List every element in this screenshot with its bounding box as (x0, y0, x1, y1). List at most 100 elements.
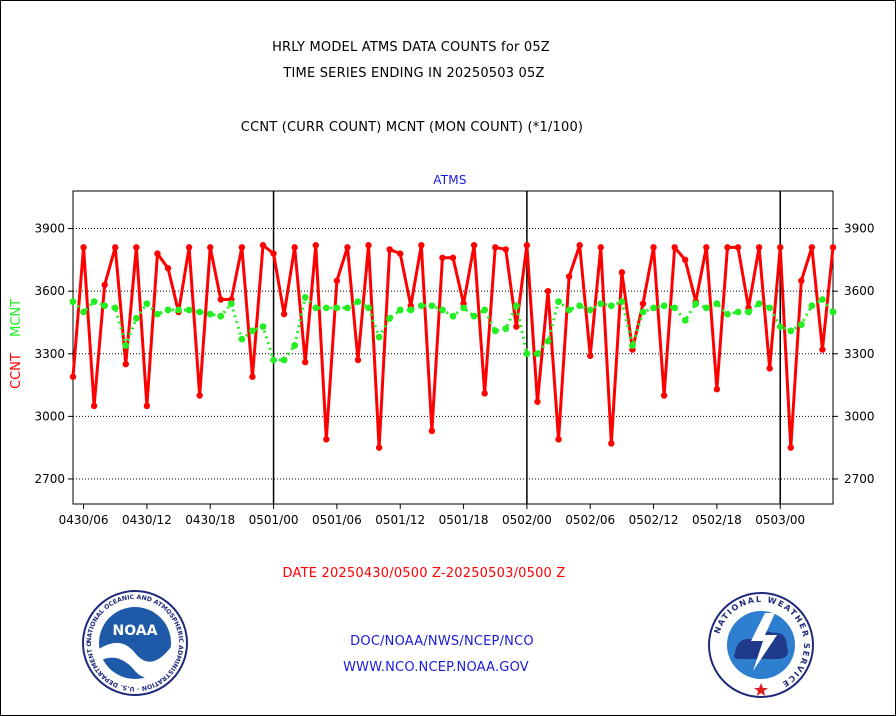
series-point-mcnt (724, 310, 731, 318)
series-point-ccnt (650, 244, 657, 251)
series-point-ccnt (597, 244, 604, 251)
y-tick-label-right-3000: 3000 (844, 409, 875, 423)
series-point-mcnt (449, 312, 457, 320)
series-point-mcnt (164, 306, 172, 314)
series-point-ccnt (829, 244, 837, 251)
series-point-ccnt (196, 392, 203, 399)
series-point-mcnt (523, 350, 531, 358)
series-point-ccnt (365, 242, 372, 249)
x-tick-label-0501/06: 0501/06 (312, 513, 362, 527)
series-point-ccnt (544, 287, 552, 295)
chart-subtitle: CCNT (CURR COUNT) MCNT (MON COUNT) (*1/1… (240, 120, 584, 135)
series-point-mcnt (417, 302, 425, 310)
series-point-ccnt (470, 242, 478, 249)
y-tick-label-right-3900: 3900 (844, 222, 875, 236)
series-point-ccnt (618, 269, 626, 276)
x-tick-label-0502/12: 0502/12 (629, 513, 679, 527)
series-point-ccnt (523, 242, 531, 249)
series-point-ccnt (502, 246, 509, 253)
series-point-mcnt (671, 304, 679, 312)
x-tick-label-0501/00: 0501/00 (249, 513, 299, 527)
series-point-mcnt (365, 304, 372, 312)
date-range-label: DATE 20250430/0500 Z-20250503/0500 Z (282, 566, 566, 581)
series-point-mcnt (344, 304, 351, 312)
series-point-mcnt (660, 302, 668, 310)
series-point-ccnt (302, 358, 309, 366)
series-point-mcnt (681, 316, 689, 324)
series-point-mcnt (259, 323, 267, 331)
series-point-mcnt (322, 304, 330, 312)
series-point-mcnt (512, 302, 520, 310)
series-point-ccnt (787, 444, 794, 451)
series-point-mcnt (629, 342, 636, 349)
x-tick-label-0501/18: 0501/18 (439, 513, 489, 527)
series-point-mcnt (312, 304, 320, 312)
x-tick-label-0430/18: 0430/18 (185, 513, 235, 527)
series-point-mcnt (249, 327, 256, 335)
series-point-mcnt (470, 312, 478, 320)
series-point-mcnt (143, 300, 151, 308)
series-point-mcnt (808, 302, 816, 310)
series-point-mcnt (101, 302, 109, 310)
chart-title-line1: HRLY MODEL ATMS DATA COUNTS for 05Z (272, 40, 550, 55)
series-point-mcnt (797, 321, 805, 328)
series-point-mcnt (206, 310, 214, 318)
panel-title: ATMS (433, 173, 467, 187)
series-point-ccnt (777, 244, 784, 251)
series-point-ccnt (164, 265, 172, 272)
series-point-mcnt (702, 304, 710, 312)
series-point-mcnt (175, 306, 182, 314)
series-point-ccnt (703, 244, 710, 251)
series-point-mcnt (460, 304, 467, 312)
series-point-ccnt (682, 256, 689, 264)
series-point-ccnt (238, 244, 246, 251)
series-point-mcnt (555, 298, 562, 305)
series-point-mcnt (386, 314, 394, 322)
series-point-ccnt (112, 244, 119, 251)
series-point-ccnt (428, 427, 436, 435)
series-point-ccnt (587, 352, 594, 360)
series-point-ccnt (713, 386, 721, 393)
series-point-mcnt (90, 298, 98, 305)
series-point-ccnt (249, 373, 256, 380)
series-point-ccnt (724, 244, 731, 251)
series-point-mcnt (829, 308, 837, 316)
series-point-mcnt (333, 304, 341, 312)
footer-website-link[interactable]: WWW.NCO.NCEP.NOAA.GOV (343, 660, 529, 675)
series-point-ccnt (639, 300, 647, 307)
y-tick-label-left-3300: 3300 (34, 347, 65, 361)
series-point-ccnt (333, 277, 341, 284)
series-point-mcnt (650, 304, 657, 312)
series-point-mcnt (185, 306, 193, 314)
series-point-ccnt (291, 244, 298, 251)
series-point-mcnt (586, 306, 594, 314)
x-tick-label-0502/18: 0502/18 (692, 513, 742, 527)
series-point-mcnt (766, 304, 774, 312)
series-point-ccnt (80, 244, 87, 251)
series-point-ccnt (734, 244, 742, 251)
x-tick-label-0503/00: 0503/00 (755, 513, 805, 527)
series-point-ccnt (207, 244, 214, 251)
series-point-mcnt (111, 304, 119, 312)
series-point-mcnt (439, 306, 446, 314)
y-tick-label-right-3300: 3300 (844, 347, 875, 361)
series-point-ccnt (439, 254, 446, 261)
plot-frame (72, 190, 834, 505)
series-point-ccnt (280, 310, 288, 318)
series-point-ccnt (534, 398, 541, 405)
series-point-ccnt (798, 277, 805, 284)
national-weather-service-logo: NATIONAL WEATHER SERVICE (707, 591, 815, 699)
series-point-mcnt (692, 300, 700, 308)
series-point-mcnt (428, 302, 436, 310)
series-point-ccnt (143, 402, 151, 410)
x-tick-label-0502/00: 0502/00 (502, 513, 552, 527)
series-point-mcnt (534, 350, 541, 358)
series-point-mcnt (301, 294, 309, 301)
series-point-mcnt (607, 302, 615, 310)
footer-doc-link[interactable]: DOC/NOAA/NWS/NCEP/NCO (350, 634, 534, 649)
series-point-ccnt (323, 436, 330, 443)
series-point-mcnt (734, 308, 742, 316)
series-point-mcnt (217, 312, 225, 320)
series-point-mcnt (238, 335, 246, 343)
series-point-mcnt (407, 306, 415, 314)
